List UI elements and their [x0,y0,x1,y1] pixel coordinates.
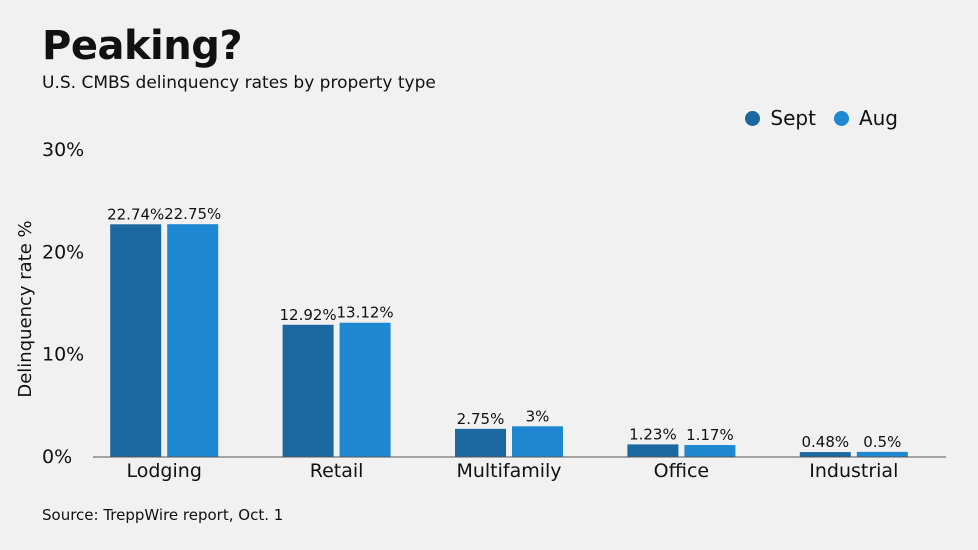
y-axis-label: Delinquency rate % [15,220,36,397]
x-tick-label: Office [654,460,709,482]
source-note: Source: TreppWire report, Oct. 1 [42,506,284,524]
bar-aug-lodging [167,224,219,457]
data-label: 22.74% [107,205,164,223]
bar-aug-multifamily [512,426,563,457]
chart-legend: Sept Aug [745,106,898,130]
data-label: 0.5% [863,433,901,451]
x-tick-label: Retail [310,460,364,482]
bar-sept-retail [282,324,334,457]
x-tick-label: Lodging [127,460,202,482]
data-label: 0.48% [801,433,849,451]
data-label: 1.23% [629,425,677,443]
x-tick-label: Industrial [809,460,898,482]
bar-sept-office [627,444,679,457]
data-label: 22.75% [164,205,221,223]
legend-item-aug: Aug [833,106,898,130]
legend-item-sept: Sept [745,106,816,130]
data-label: 13.12% [336,304,393,322]
bars-group: 22.74% 22.75% 12.92% 13.12% 2.75% 3% 1.23% 1.17… [107,205,908,457]
legend-label-sept: Sept [770,106,816,130]
data-label: 12.92% [279,306,336,324]
y-tick-label: 30% [42,139,84,161]
bar-sept-lodging [110,224,162,457]
data-label: 2.75% [457,410,505,428]
y-tick-label: 20% [42,241,84,263]
legend-swatch-aug [833,110,849,126]
bar-aug-industrial [856,451,908,457]
y-axis-ticks: 0% 10% 20% 30% [42,139,84,468]
x-axis-ticks: Lodging Retail Multifamily Office Industrial [127,460,899,482]
y-tick-label: 0% [42,446,72,468]
data-label: 1.17% [686,426,734,444]
y-tick-label: 10% [42,344,84,366]
legend-swatch-sept [745,110,761,126]
bar-sept-multifamily [455,428,506,457]
data-label: 3% [526,407,550,425]
bar-aug-retail [339,322,391,457]
chart-subtitle: U.S. CMBS delinquency rates by property … [42,73,436,93]
bar-aug-office [684,445,736,457]
x-tick-label: Multifamily [456,460,561,482]
chart-title: Peaking? [42,23,243,69]
bar-sept-industrial [799,452,851,457]
legend-label-aug: Aug [858,106,898,130]
